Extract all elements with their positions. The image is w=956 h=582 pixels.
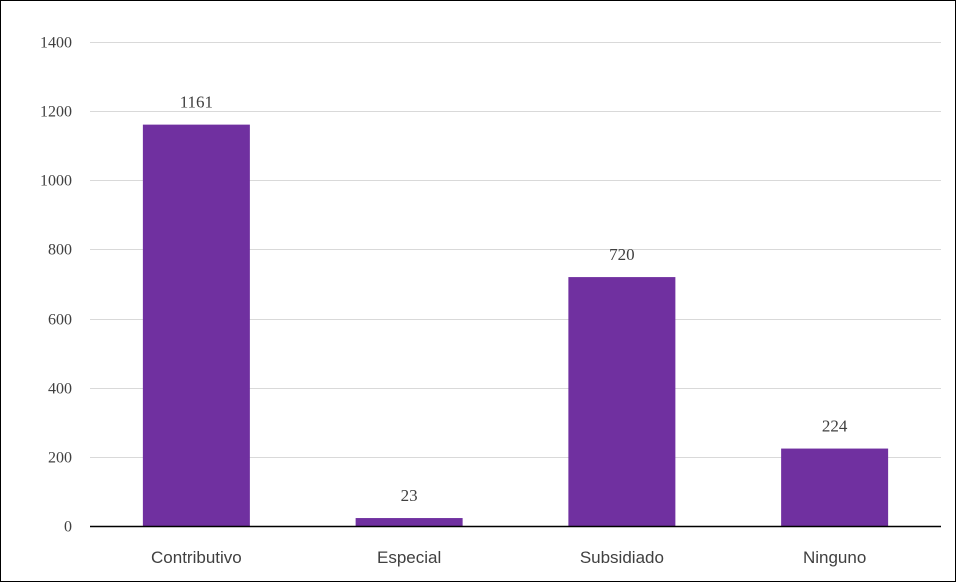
bar-especial xyxy=(356,518,463,526)
bars xyxy=(143,125,888,526)
y-tick-label: 0 xyxy=(64,519,72,536)
data-label: 23 xyxy=(401,486,418,505)
y-tick-label: 1200 xyxy=(40,104,72,121)
data-labels: 1161 23 720 224 xyxy=(180,93,848,505)
y-axis-ticks: 0 200 400 600 800 1000 1200 1400 xyxy=(40,35,72,536)
y-tick-label: 800 xyxy=(48,242,72,259)
y-tick-label: 200 xyxy=(48,450,72,467)
x-tick-label: Contributivo xyxy=(151,548,242,567)
x-tick-label: Subsidiado xyxy=(580,548,664,567)
data-label: 720 xyxy=(609,245,635,264)
bar-contributivo xyxy=(143,125,250,526)
y-tick-label: 400 xyxy=(48,381,72,398)
y-tick-label: 600 xyxy=(48,312,72,329)
y-tick-label: 1000 xyxy=(40,173,72,190)
data-label: 224 xyxy=(822,417,848,436)
x-tick-label: Especial xyxy=(377,548,441,567)
data-label: 1161 xyxy=(180,93,213,112)
x-tick-label: Ninguno xyxy=(803,548,866,567)
x-axis-ticks: Contributivo Especial Subsidiado Ninguno xyxy=(151,548,866,567)
bar-ninguno xyxy=(781,449,888,526)
bar-subsidiado xyxy=(568,277,675,526)
y-tick-label: 1400 xyxy=(40,35,72,52)
